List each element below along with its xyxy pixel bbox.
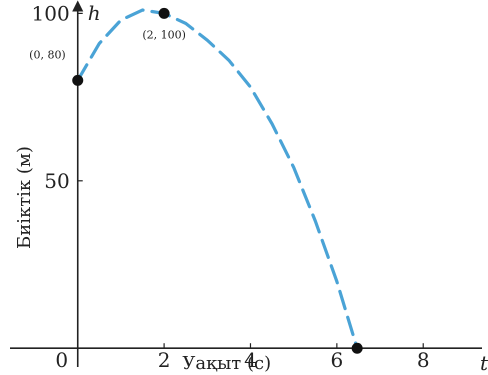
data-point — [158, 7, 170, 19]
x-tick-label: 2 — [158, 348, 171, 372]
x-axis-title: Уақыт (с) — [182, 353, 271, 374]
height-curve — [76, 8, 359, 350]
x-tick-label: 4 — [244, 348, 257, 372]
x-tick-label: 6 — [330, 348, 343, 372]
origin-label: 0 — [55, 348, 68, 372]
x-tick-label: 8 — [417, 348, 430, 372]
y-tick-label: 100 — [32, 1, 70, 25]
data-point — [72, 74, 84, 86]
y-tick-label: 50 — [44, 169, 69, 193]
y-axis-title: Биіктік (м) — [14, 146, 35, 249]
data-point — [351, 342, 363, 354]
point-label: (2, 100) — [142, 28, 186, 41]
x-axis-letter: t — [480, 351, 488, 375]
point-label: (0, 80) — [29, 48, 66, 61]
y-axis-letter: h — [88, 1, 101, 25]
